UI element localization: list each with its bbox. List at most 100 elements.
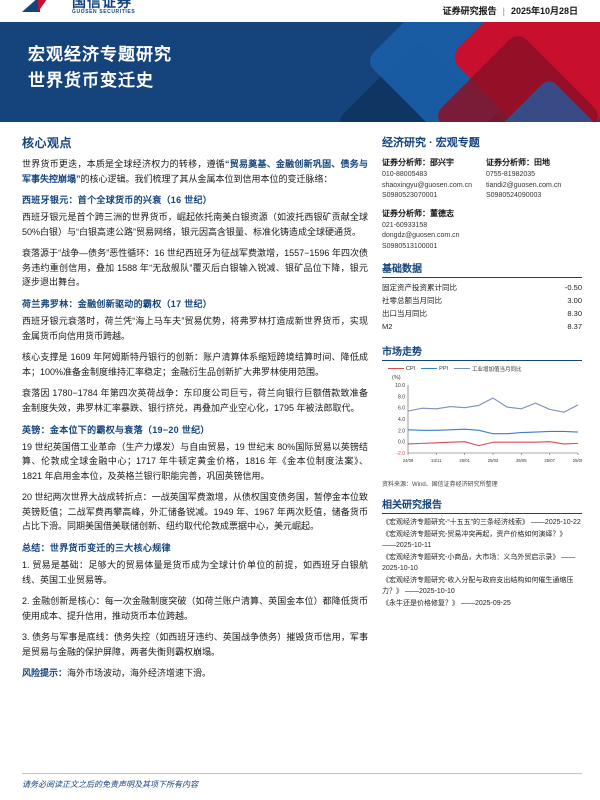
logo-mark-icon: [22, 0, 68, 16]
svg-text:4.0: 4.0: [398, 417, 405, 423]
paragraph-spanish-1: 西班牙银元是首个跨三洲的世界货币，崛起依托南美白银资源（如波托西银矿贡献全球 5…: [22, 212, 368, 237]
analyst-1-email[interactable]: shaoxingyu@guosen.com.cn: [382, 181, 472, 189]
legend-swatch-1: [421, 368, 438, 369]
sidebar-title: 经济研究 · 宏观专题: [382, 137, 480, 149]
content-area: 核心观点 世界货币更迭，本质是全球经济权力的转移，遵循“贸易奠基、金融创新巩固、…: [0, 122, 600, 681]
logo-name-en: GUOSEN SECURITIES: [72, 9, 136, 15]
hero-title-group: 宏观经济专题研究 世界货币变迁史: [28, 42, 172, 93]
analyst-2-person: 田地: [534, 158, 550, 167]
analyst-3-role: 证券分析师：: [382, 208, 430, 218]
paragraph-spanish-2: 衰落源于“战争—债务”恶性循环：16 世纪西班牙为征战军费激增，1557−159…: [22, 248, 368, 288]
list-item[interactable]: 《永牛还是价格修复？》 ——2025-09-25: [382, 600, 511, 608]
legend-label-2: 工业增加值当月同比: [472, 366, 522, 373]
top-bar: 国信证券 GUOSEN SECURITIES 证券研究报告 | 2025年10月…: [0, 0, 600, 22]
company-logo: 国信证券 GUOSEN SECURITIES: [22, 0, 135, 16]
paragraph-dutch-2: 核心支撑是 1609 年阿姆斯特丹银行的创新：账户清算体系缩短跨境结算时间、降低…: [22, 352, 368, 377]
analyst-3-person: 董德志: [430, 208, 454, 218]
chart-source-note: 资料来源：Wind、国信证券经济研究所整理: [382, 481, 498, 488]
paragraph-pound-2: 20 世纪两次世界大战成转折点：一战英国军费激增，从债权国变债务国，暂停金本位致…: [22, 492, 368, 532]
analyst-1-phone: 010-88005483: [382, 171, 428, 178]
list-item[interactable]: 《宏观经济专题研究-收入分配与政府支出结构如何催生通缩压力？》 ——2025-1…: [382, 577, 574, 596]
intro-quote: “贸易奠基、金融创新巩固、债务与军事失控崩塌”: [22, 159, 368, 184]
related-reports-list: 《宏观经济专题研究-“十五五”的三条经济线索》 ——2025-10-22 《宏观…: [382, 518, 582, 611]
legend-label-0: CPI: [406, 365, 416, 372]
legend-swatch-0: [388, 368, 404, 369]
legend-label-1: PPI: [439, 365, 449, 372]
analyst-2-name: 证券分析师：田地: [486, 157, 582, 168]
report-type-label: 证券研究报告: [442, 6, 497, 16]
basic-data-table: 固定资产投资累计同比 -0.50 社零总额当月同比 3.00 出口当月同比 8.…: [382, 282, 582, 334]
table-row: M2 8.37: [382, 321, 582, 334]
svg-text:25/01: 25/01: [459, 458, 470, 463]
analyst-3-license: S0980513100001: [382, 242, 438, 250]
analyst-1-role: 证券分析师：: [382, 158, 430, 167]
risk-label: 风险提示：: [22, 668, 68, 679]
paragraph-dutch-1: 西班牙银元衰落时，荷兰凭“海上马车夫”贸易优势，将弗罗林打造成新世界货币，实现金…: [22, 316, 368, 341]
analyst-2-role: 证券分析师：: [486, 158, 534, 167]
basic-row-1-value: 3.00: [567, 296, 582, 306]
analyst-card-1: 证券分析师：邵兴宇 010-88005483 shaoxingyu@guosen…: [382, 157, 478, 202]
basic-row-1-label: 社零总额当月同比: [382, 296, 442, 306]
subhead-dutch-guilder: 荷兰弗罗林：金融创新驱动的霸权（17 世纪）: [22, 299, 213, 310]
list-item[interactable]: 《宏观经济专题研究-“十五五”的三条经济线索》 ——2025-10-22: [382, 518, 581, 526]
core-intro-paragraph: 世界货币更迭，本质是全球经济权力的转移，遵循“贸易奠基、金融创新巩固、债务与军事…: [22, 157, 368, 186]
analyst-3-name: 证券分析师：董德志: [382, 208, 582, 219]
legend-item-0: CPI: [388, 366, 415, 372]
analyst-card-2: 证券分析师：田地 0755-81982035 tiandi2@guosen.co…: [486, 157, 582, 202]
intro-post: 的核心逻辑。我们梳理了其从金属本位到信用本位的变迁脉络：: [80, 173, 333, 184]
svg-text:6.0: 6.0: [398, 405, 405, 411]
report-main-title: 世界货币变迁史: [28, 70, 154, 90]
list-item[interactable]: 《宏观经济专题研究-小商品，大市场：义乌外贸启示录》 ——2025-10-10: [382, 554, 576, 572]
svg-text:25/05: 25/05: [516, 458, 527, 463]
svg-text:24/09: 24/09: [403, 458, 414, 463]
chart-plot-area: 10.0 8.0 6.0 4.0 2.0 0.0 -2.024/09 24/11 25/01 25…: [395, 383, 584, 463]
table-row: 社零总额当月同比 3.00: [382, 295, 582, 308]
svg-text:25/03: 25/03: [488, 458, 499, 463]
svg-text:2.0: 2.0: [398, 428, 405, 434]
list-item[interactable]: 《宏观经济专题研究-贸易冲突再起，资产价格如何演绎？》 ——2025-10-11: [382, 530, 567, 549]
subhead-spanish-dollar: 西班牙银元：首个全球货币的兴衰（16 世纪）: [22, 195, 213, 206]
header-meta: 证券研究报告 | 2025年10月28日: [443, 4, 578, 17]
svg-text:-2.0: -2.0: [396, 451, 405, 457]
report-date: 2025年10月28日: [510, 6, 578, 16]
table-row: 固定资产投资累计同比 -0.50: [382, 282, 582, 295]
paragraph-dutch-3: 衰落因 1780−1784 年第四次英荷战争：东印度公司巨亏，荷兰向银行巨额借款…: [22, 388, 368, 413]
header-divider: |: [502, 5, 505, 16]
svg-text:10.0: 10.0: [395, 383, 405, 389]
legend-item-2: 工业增加值当月同比: [454, 365, 522, 373]
basic-row-3-value: 8.37: [567, 321, 582, 331]
analyst-row: 证券分析师：邵兴宇 010-88005483 shaoxingyu@guosen…: [382, 157, 582, 202]
basic-row-2-label: 出口当月同比: [382, 308, 427, 318]
footer-disclaimer: 请务必阅读正文之后的免责声明及其项下所有内容: [22, 780, 198, 789]
chart-legend: CPI PPI 工业增加值当月同比: [388, 365, 582, 373]
analyst-1-person: 邵兴宇: [430, 158, 454, 167]
logo-text: 国信证券 GUOSEN SECURITIES: [72, 0, 135, 16]
intro-pre: 世界货币更迭，本质是全球经济权力的转移，遵循: [22, 159, 226, 169]
risk-text: 海外市场波动，海外经济增速下滑。: [67, 668, 212, 679]
basic-row-0-label: 固定资产投资累计同比: [382, 283, 457, 293]
main-column: 核心观点 世界货币更迭，本质是全球经济权力的转移，遵循“贸易奠基、金融创新巩固、…: [22, 134, 368, 681]
svg-text:8.0: 8.0: [398, 394, 405, 400]
analyst-1-name: 证券分析师：邵兴宇: [382, 157, 478, 168]
analyst-3-email[interactable]: dongdz@guosen.com.cn: [382, 232, 460, 239]
risk-warning: 风险提示：海外市场波动，海外经济增速下滑。: [22, 666, 368, 681]
summary-item-1: 1. 贸易是基础：足够大的贸易体量是货币成为全球计价单位的前提，如西班牙白银航线…: [22, 559, 368, 585]
subhead-british-pound: 英镑：金本位下的霸权与衰落（19−20 世纪）: [22, 424, 210, 435]
paragraph-pound-1: 19 世纪英国借工业革命（生产力爆发）与自由贸易，19 世纪末 80%国际贸易以…: [22, 441, 368, 481]
svg-text:0.0: 0.0: [398, 439, 405, 445]
table-row: 出口当月同比 8.30: [382, 308, 582, 321]
basic-row-3-label: M2: [382, 321, 393, 331]
sidebar: 经济研究 · 宏观专题 证券分析师：邵兴宇 010-88005483 shaox…: [382, 134, 584, 681]
analyst-3-phone: 021-60933158: [382, 221, 428, 229]
report-series-title: 宏观经济专题研究: [28, 45, 172, 64]
market-trend-chart: CPI PPI 工业增加值当月同比 (%) 10.0 8.0 6.0 4.0 2.0 0.…: [382, 365, 584, 471]
footer-divider: [22, 773, 582, 774]
chart-unit-label: (%): [392, 374, 401, 381]
basic-row-0-value: -0.50: [564, 283, 582, 293]
market-trend-heading: 市场走势: [382, 343, 582, 361]
logo-name-cn: 国信证券: [72, 0, 132, 10]
summary-item-2: 2. 金融创新是核心：每一次金融制度突破（如荷兰账户清算、英国金本位）都降低货币…: [22, 596, 368, 621]
legend-swatch-2: [454, 368, 471, 369]
analyst-2-email[interactable]: tiandi2@guosen.com.cn: [486, 181, 562, 189]
